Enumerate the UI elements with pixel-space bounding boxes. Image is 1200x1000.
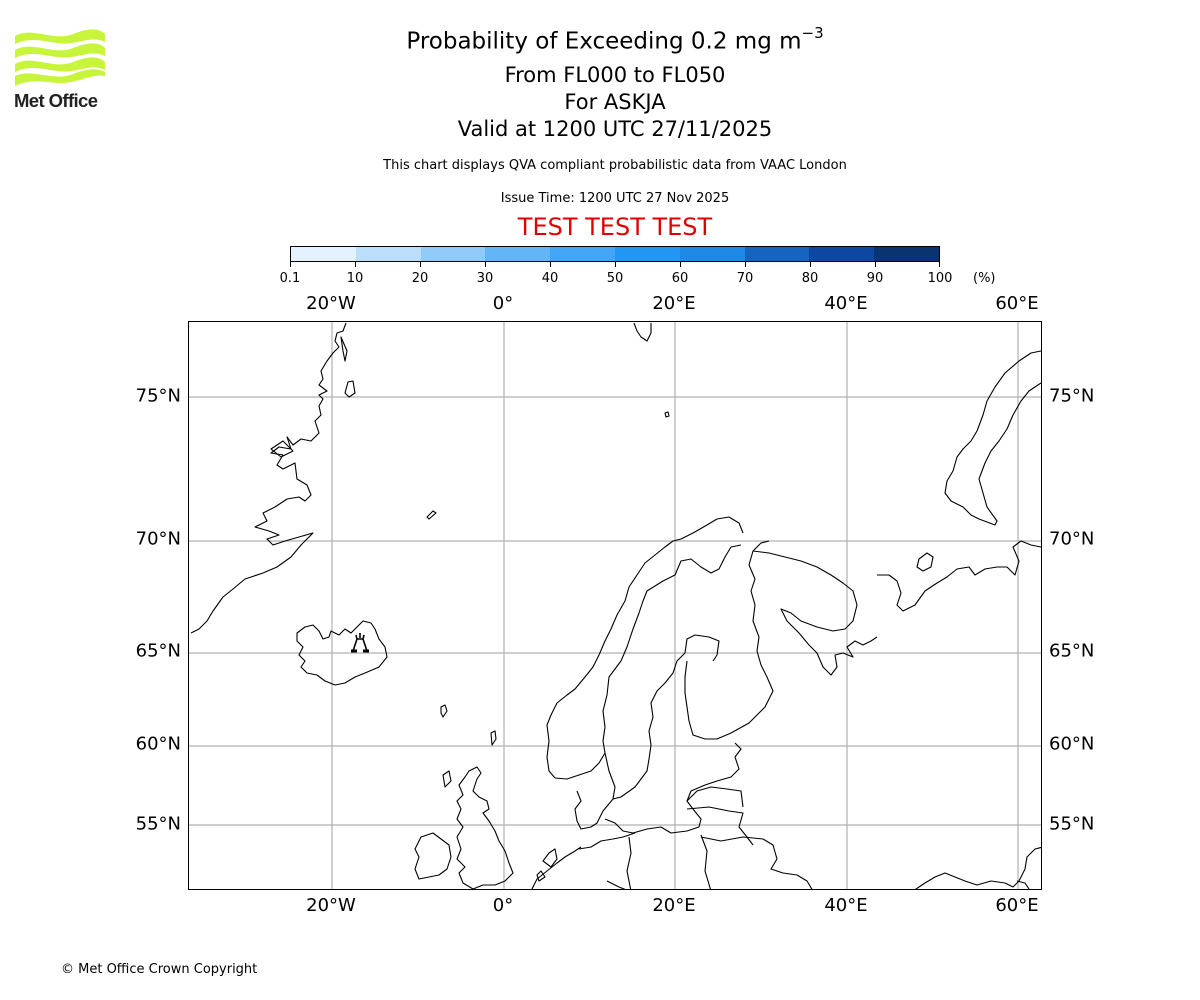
longitude-label-top: 20°W: [306, 293, 356, 314]
colorbar-segment: [420, 247, 486, 261]
longitude-label-top: 40°E: [824, 293, 868, 314]
colorbar-tick-label: 90: [866, 271, 884, 286]
colorbar-tick-label: 0.1: [279, 271, 301, 286]
latitude-label-left: 65°N: [135, 640, 181, 662]
colorbar-unit: (%): [973, 271, 996, 286]
colorbar-tick-label: 100: [927, 271, 953, 286]
colorbar-tick-label: 80: [801, 271, 819, 286]
colorbar-segment: [355, 247, 421, 261]
colorbar-tick: [875, 262, 876, 267]
colorbar-tick: [810, 262, 811, 267]
met-office-logo: Met Office: [13, 28, 109, 114]
met-office-waves-icon: [15, 29, 105, 86]
colorbar-tick: [290, 262, 291, 267]
latitude-label-right: 75°N: [1049, 385, 1095, 407]
latitude-label-left: 55°N: [135, 813, 181, 835]
colorbar-segment: [679, 247, 745, 261]
colorbar-tick: [420, 262, 421, 267]
colorbar-tick-label: 20: [411, 271, 429, 286]
colorbar-tick-label: 10: [346, 271, 364, 286]
map-panel[interactable]: [188, 321, 1042, 890]
colorbar-tick: [939, 262, 940, 267]
latitude-label-right: 65°N: [1049, 640, 1095, 662]
colorbar-tick: [745, 262, 746, 267]
volcano-name: For ASKJA: [564, 90, 666, 114]
coastlines: [190, 322, 1041, 889]
colorbar-segment: [809, 247, 875, 261]
longitude-label-bottom: 20°W: [306, 895, 356, 916]
colorbar-segment: [291, 247, 356, 261]
chart-title: Probability of Exceeding 0.2 mg m−3: [0, 24, 1200, 55]
latitude-label-left: 75°N: [135, 385, 181, 407]
colorbar-tick-label: 30: [476, 271, 494, 286]
volcano-marker-icon: [351, 633, 369, 653]
latitude-label-left: 70°N: [135, 528, 181, 550]
latitude-label-right: 60°N: [1049, 733, 1095, 755]
longitude-label-top: 0°: [492, 293, 514, 314]
colorbar-tick: [550, 262, 551, 267]
colorbar-segment: [485, 247, 551, 261]
colorbar-tick-label: 60: [671, 271, 689, 286]
colorbar-tick-label: 70: [736, 271, 754, 286]
issue-time: Issue Time: 1200 UTC 27 Nov 2025: [500, 191, 730, 206]
colorbar-segment: [614, 247, 680, 261]
valid-time: Valid at 1200 UTC 27/11/2025: [457, 117, 773, 141]
colorbar-tick: [355, 262, 356, 267]
latitude-label-left: 60°N: [135, 733, 181, 755]
longitude-label-top: 60°E: [995, 293, 1039, 314]
test-banner: TEST TEST TEST: [517, 213, 713, 241]
colorbar-tick: [615, 262, 616, 267]
longitude-label-bottom: 60°E: [995, 895, 1039, 916]
level-range: From FL000 to FL050: [504, 63, 726, 87]
longitude-label-bottom: 40°E: [824, 895, 868, 916]
chart-description: This chart displays QVA compliant probab…: [383, 158, 847, 173]
colorbar-tick-label: 40: [541, 271, 559, 286]
longitude-label-bottom: 20°E: [652, 895, 696, 916]
gridlines: [189, 322, 1041, 889]
logo-text: Met Office: [14, 90, 98, 111]
colorbar-segment: [744, 247, 810, 261]
latitude-label-right: 70°N: [1049, 528, 1095, 550]
colorbar-tick: [680, 262, 681, 267]
colorbar-segment: [874, 247, 939, 261]
coastline-map: [189, 322, 1041, 889]
chart-title-text: Probability of Exceeding 0.2 mg m: [406, 28, 802, 55]
colorbar-tick-label: 50: [606, 271, 624, 286]
copyright-notice: © Met Office Crown Copyright: [61, 962, 258, 977]
longitude-label-top: 20°E: [652, 293, 696, 314]
probability-colorbar: [290, 246, 940, 262]
chart-title-exponent: −3: [801, 24, 824, 42]
colorbar-tick: [485, 262, 486, 267]
colorbar-segment: [550, 247, 615, 261]
longitude-label-bottom: 0°: [492, 895, 514, 916]
latitude-label-right: 55°N: [1049, 813, 1095, 835]
